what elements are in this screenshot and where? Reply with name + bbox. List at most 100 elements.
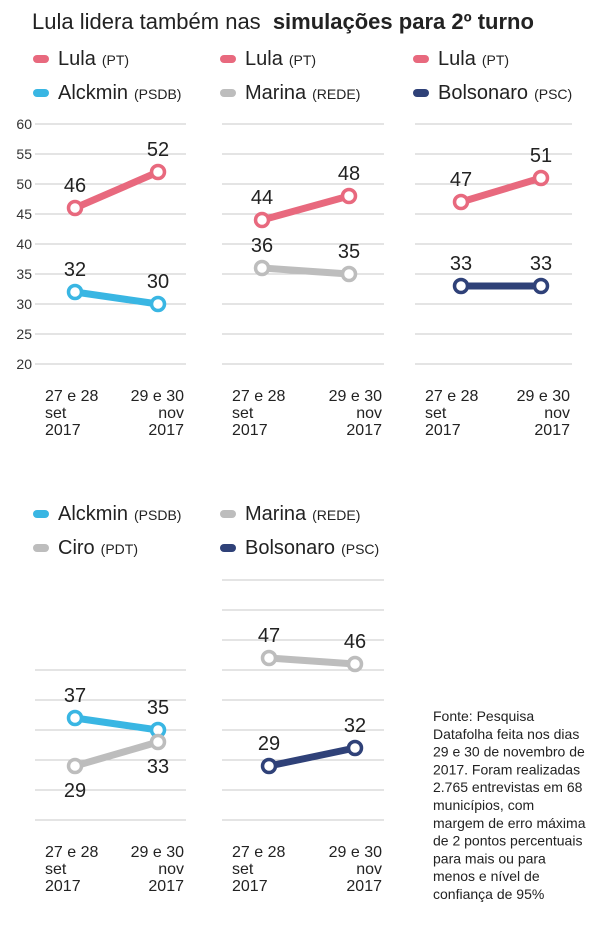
source-line: municípios, com <box>433 797 534 813</box>
series-line <box>71 738 162 770</box>
chart-title-bold: simulações para 2º turno <box>273 9 534 34</box>
x-tick-line: nov <box>356 405 382 422</box>
chart-title: Lula lidera também nas simulações para 2… <box>32 9 534 34</box>
legend-label: Marina (REDE) <box>245 82 360 104</box>
legend-label: Marina (REDE) <box>245 503 360 525</box>
x-tick-line: 29 e 30 <box>329 844 382 861</box>
x-tick-line: 29 e 30 <box>329 388 382 405</box>
data-point <box>66 283 84 301</box>
source-line: margem de erro máxima <box>433 815 586 831</box>
x-tick-line: set <box>232 405 254 422</box>
chart-panel: Alckmin (PSDB) Ciro (PDT) 27 e 28 set 2017 29 e… <box>33 503 186 895</box>
legend-label: Lula (PT) <box>438 48 509 70</box>
legend-label: Bolsonaro (PSC) <box>438 82 572 104</box>
x-tick-line: 2017 <box>534 422 570 439</box>
legend-label: Lula (PT) <box>58 48 129 70</box>
data-label: 33 <box>147 756 169 778</box>
data-label: 46 <box>64 175 86 197</box>
legend-party: (PT) <box>289 52 316 68</box>
legend-name: Marina <box>245 503 307 525</box>
y-tick-label: 20 <box>16 356 32 372</box>
data-point <box>532 277 550 295</box>
legend-party: (PSDB) <box>134 86 181 102</box>
data-label: 48 <box>338 163 360 185</box>
legend-party: (PSC) <box>341 541 379 557</box>
legend-name: Bolsonaro <box>438 82 528 104</box>
x-tick-line: 27 e 28 <box>232 388 285 405</box>
x-tick-label: 27 e 28 set 2017 <box>232 388 285 439</box>
data-label: 44 <box>251 187 273 209</box>
x-tick-line: nov <box>158 405 184 422</box>
series-line <box>265 744 359 770</box>
data-point <box>149 295 167 313</box>
x-tick-line: 2017 <box>45 878 81 895</box>
x-tick-label: 29 e 30 nov 2017 <box>517 388 570 439</box>
chart-panel: Lula (PT) Marina (REDE) 27 e 28 set 2017 29 e 3… <box>220 48 384 439</box>
data-point <box>340 265 358 283</box>
data-point <box>149 733 167 751</box>
x-tick-line: set <box>232 861 254 878</box>
x-tick-line: 2017 <box>148 878 184 895</box>
source-line: menos e nível de <box>433 868 540 884</box>
legend-name: Ciro <box>58 537 95 559</box>
data-label: 32 <box>344 715 366 737</box>
data-label: 37 <box>64 685 86 707</box>
series-line <box>71 714 162 734</box>
x-tick-line: 2017 <box>232 422 268 439</box>
legend-label: Alckmin (PSDB) <box>58 503 181 525</box>
y-tick-label: 25 <box>16 326 32 342</box>
x-tick-line: 2017 <box>232 878 268 895</box>
source-line: confiança de 95% <box>433 886 544 902</box>
data-label: 35 <box>338 241 360 263</box>
data-point <box>340 187 358 205</box>
data-point <box>149 163 167 181</box>
data-point <box>260 757 278 775</box>
legend-party: (PSDB) <box>134 507 181 523</box>
data-label: 46 <box>344 631 366 653</box>
series-line <box>265 654 359 668</box>
series-line <box>258 192 353 224</box>
data-label: 52 <box>147 139 169 161</box>
x-tick-line: 27 e 28 <box>232 844 285 861</box>
data-point <box>66 199 84 217</box>
x-tick-label: 29 e 30 nov 2017 <box>131 844 184 895</box>
panels: Lula (PT) Alckmin (PSDB) 60 55 50 45 40 35 30 25 20 2… <box>16 48 572 895</box>
x-tick-line: nov <box>356 861 382 878</box>
data-point <box>260 649 278 667</box>
y-tick-label: 30 <box>16 296 32 312</box>
data-point <box>66 709 84 727</box>
legend-name: Lula <box>438 48 477 70</box>
series-line <box>71 168 162 212</box>
data-point <box>253 211 271 229</box>
legend-party: (PDT) <box>101 541 138 557</box>
data-point <box>346 739 364 757</box>
source-line: 2.765 entrevistas em 68 <box>433 779 583 795</box>
x-tick-line: 27 e 28 <box>45 844 98 861</box>
chart-title-prefix: Lula lidera também nas <box>32 9 261 34</box>
data-label: 47 <box>450 169 472 191</box>
x-tick-label: 27 e 28 set 2017 <box>45 844 98 895</box>
data-label: 29 <box>258 733 280 755</box>
data-label: 36 <box>251 235 273 257</box>
x-tick-line: set <box>45 405 67 422</box>
legend-name: Lula <box>245 48 284 70</box>
legend-label: Alckmin (PSDB) <box>58 82 181 104</box>
y-tick-label: 60 <box>16 116 32 132</box>
legend-party: (PT) <box>102 52 129 68</box>
legend-name: Bolsonaro <box>245 537 335 559</box>
legend-label: Lula (PT) <box>245 48 316 70</box>
data-label: 30 <box>147 271 169 293</box>
x-tick-label: 29 e 30 nov 2017 <box>329 844 382 895</box>
series-line <box>258 264 353 278</box>
y-tick-label: 35 <box>16 266 32 282</box>
legend-party: (REDE) <box>312 507 360 523</box>
x-tick-line: nov <box>158 861 184 878</box>
x-tick-line: 2017 <box>425 422 461 439</box>
data-label: 29 <box>64 780 86 802</box>
legend-name: Lula <box>58 48 97 70</box>
x-tick-line: 29 e 30 <box>131 388 184 405</box>
legend-label: Ciro (PDT) <box>58 537 138 559</box>
legend-name: Marina <box>245 82 307 104</box>
